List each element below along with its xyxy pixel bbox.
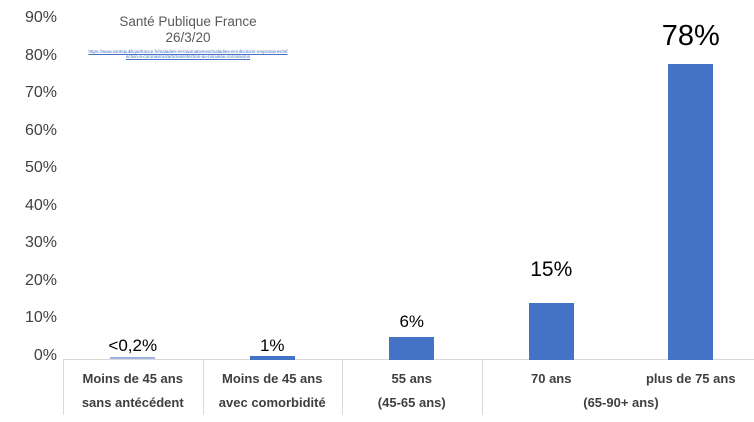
category-divider bbox=[481, 360, 483, 415]
category-label: 55 ans bbox=[391, 371, 432, 386]
y-axis-tick-label: 0% bbox=[33, 347, 57, 364]
category-group-label: (65-90+ ans) bbox=[583, 395, 659, 410]
source-link-line2: infections-respiratoires/infection-a-cor… bbox=[125, 49, 288, 59]
bar-value-label: 1% bbox=[259, 336, 285, 355]
category-label: Moins de 45 ans bbox=[82, 371, 183, 386]
category-divider bbox=[342, 360, 343, 415]
bar-value-label: 6% bbox=[399, 312, 425, 331]
y-axis-tick-label: 20% bbox=[24, 271, 57, 289]
category-divider bbox=[202, 360, 204, 415]
bar bbox=[249, 356, 295, 360]
y-axis-tick-label: 50% bbox=[24, 159, 57, 177]
y-axis-tick-label: 70% bbox=[24, 84, 57, 102]
chart-source-block: Santé Publique France 26/3/20 https://ww… bbox=[88, 14, 288, 59]
bar-value-label: <0,2% bbox=[108, 336, 158, 355]
source-link[interactable]: https://www.santepubliquefrance.fr/malad… bbox=[88, 49, 288, 59]
category-label: Moins de 45 ans bbox=[222, 371, 323, 386]
category-label: 70 ans bbox=[531, 371, 572, 386]
category-group-label: (45-65 ans) bbox=[377, 395, 446, 410]
category-divider bbox=[63, 360, 64, 415]
bar bbox=[389, 337, 435, 360]
y-axis-tick-label: 30% bbox=[24, 234, 57, 252]
bar-value-label: 78% bbox=[661, 20, 720, 52]
y-axis-tick-label: 80% bbox=[24, 46, 57, 64]
bar bbox=[528, 303, 574, 360]
source-link-line1: https://www.santepubliquefrance.fr/malad… bbox=[88, 49, 237, 54]
bar bbox=[668, 63, 714, 360]
y-axis-tick-label: 60% bbox=[24, 121, 57, 139]
category-group-label: avec comorbidité bbox=[218, 395, 326, 410]
chart-source-date: 26/3/20 bbox=[165, 30, 211, 45]
y-axis-tick-label: 90% bbox=[24, 8, 57, 26]
bar bbox=[110, 356, 156, 359]
chart-source-title: Santé Publique France bbox=[119, 14, 257, 29]
category-group-label: sans antécédent bbox=[81, 395, 184, 410]
bar-value-label: 15% bbox=[530, 258, 573, 281]
category-label: plus de 75 ans bbox=[645, 371, 736, 386]
y-axis-tick-label: 10% bbox=[24, 309, 57, 327]
y-axis-tick-label: 40% bbox=[24, 196, 57, 214]
